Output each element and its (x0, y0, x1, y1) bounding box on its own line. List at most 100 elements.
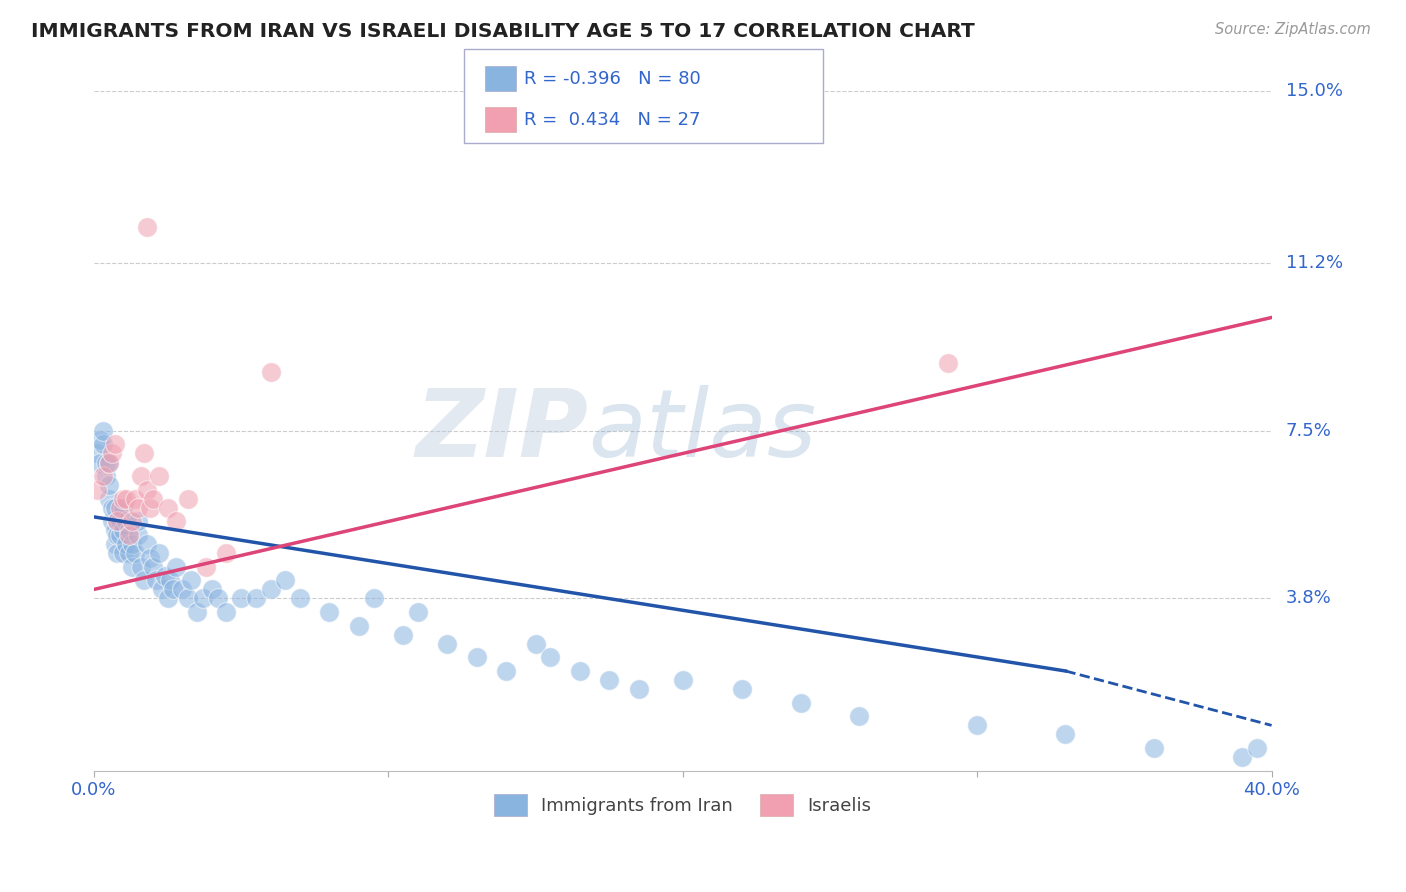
Point (112, 500, 135, 515)
Point (115, 491, 138, 506)
Point (127, 528, 149, 542)
Text: IMMIGRANTS FROM IRAN VS ISRAELI DISABILITY AGE 5 TO 17 CORRELATION CHART: IMMIGRANTS FROM IRAN VS ISRAELI DISABILI… (31, 22, 974, 41)
Point (148, 469, 170, 483)
Point (100, 500, 122, 515)
Point (132, 574, 155, 588)
Point (1246, 741, 1268, 756)
Point (135, 219, 157, 234)
Point (91, 437, 114, 451)
Point (97, 491, 120, 506)
Point (132, 446, 155, 460)
Point (103, 537, 125, 551)
Point (121, 537, 143, 551)
Point (115, 515, 138, 529)
Point (495, 664, 517, 678)
Point (129, 559, 152, 574)
Point (165, 559, 187, 574)
Point (107, 528, 129, 542)
Point (538, 650, 561, 665)
Text: R =  0.434   N = 27: R = 0.434 N = 27 (524, 111, 702, 128)
Point (127, 515, 149, 529)
Point (89, 456, 111, 470)
Point (103, 500, 125, 515)
Point (259, 582, 281, 597)
Point (135, 483, 157, 497)
Point (1143, 741, 1166, 756)
Point (207, 591, 229, 606)
Point (89, 433, 111, 447)
Point (142, 491, 165, 506)
Point (627, 682, 650, 697)
Text: R = -0.396   N = 80: R = -0.396 N = 80 (524, 70, 702, 88)
Point (524, 637, 547, 651)
Point (129, 469, 152, 483)
Point (107, 515, 129, 529)
Point (153, 569, 176, 583)
Point (672, 673, 695, 687)
Text: 7.5%: 7.5% (1285, 422, 1331, 440)
Point (127, 500, 149, 515)
Point (110, 528, 132, 542)
Point (100, 446, 122, 460)
Point (156, 591, 179, 606)
Point (150, 582, 173, 597)
Point (966, 718, 988, 732)
Point (103, 524, 125, 538)
Point (274, 574, 297, 588)
Point (201, 582, 224, 597)
Point (789, 696, 811, 710)
Point (118, 528, 141, 542)
Point (318, 605, 340, 619)
Point (91, 469, 114, 483)
Point (112, 491, 135, 506)
Point (162, 582, 184, 597)
Point (347, 618, 370, 632)
Point (107, 515, 129, 529)
Point (91, 424, 114, 438)
Point (165, 515, 187, 529)
Point (730, 682, 752, 697)
Point (112, 546, 135, 560)
Point (848, 709, 870, 723)
Point (124, 491, 146, 506)
Point (94, 456, 117, 470)
Point (97, 478, 120, 492)
Point (245, 591, 267, 606)
Point (97, 456, 120, 470)
Point (177, 591, 200, 606)
Point (121, 515, 143, 529)
Point (135, 537, 157, 551)
Point (172, 582, 194, 597)
Point (194, 559, 217, 574)
Point (406, 605, 429, 619)
Point (1054, 727, 1077, 741)
Point (97, 456, 120, 470)
Point (86, 483, 108, 497)
Point (259, 365, 281, 379)
Point (148, 546, 170, 560)
Point (118, 524, 141, 538)
Text: Source: ZipAtlas.com: Source: ZipAtlas.com (1215, 22, 1371, 37)
Point (145, 574, 167, 588)
Point (118, 546, 141, 560)
Point (156, 500, 179, 515)
Text: ZIP: ZIP (416, 384, 589, 477)
Point (121, 559, 143, 574)
Point (288, 591, 311, 606)
Point (86, 446, 108, 460)
Point (191, 591, 214, 606)
Point (139, 500, 162, 515)
Point (436, 637, 458, 651)
Point (1230, 750, 1253, 764)
Point (107, 546, 129, 560)
Point (103, 437, 125, 451)
Point (180, 574, 202, 588)
Text: 15.0%: 15.0% (1285, 82, 1343, 100)
Point (598, 673, 620, 687)
Point (115, 537, 138, 551)
Text: 3.8%: 3.8% (1285, 590, 1331, 607)
Point (231, 591, 253, 606)
Point (139, 550, 162, 565)
Point (568, 664, 591, 678)
Legend: Immigrants from Iran, Israelis: Immigrants from Iran, Israelis (486, 787, 879, 822)
